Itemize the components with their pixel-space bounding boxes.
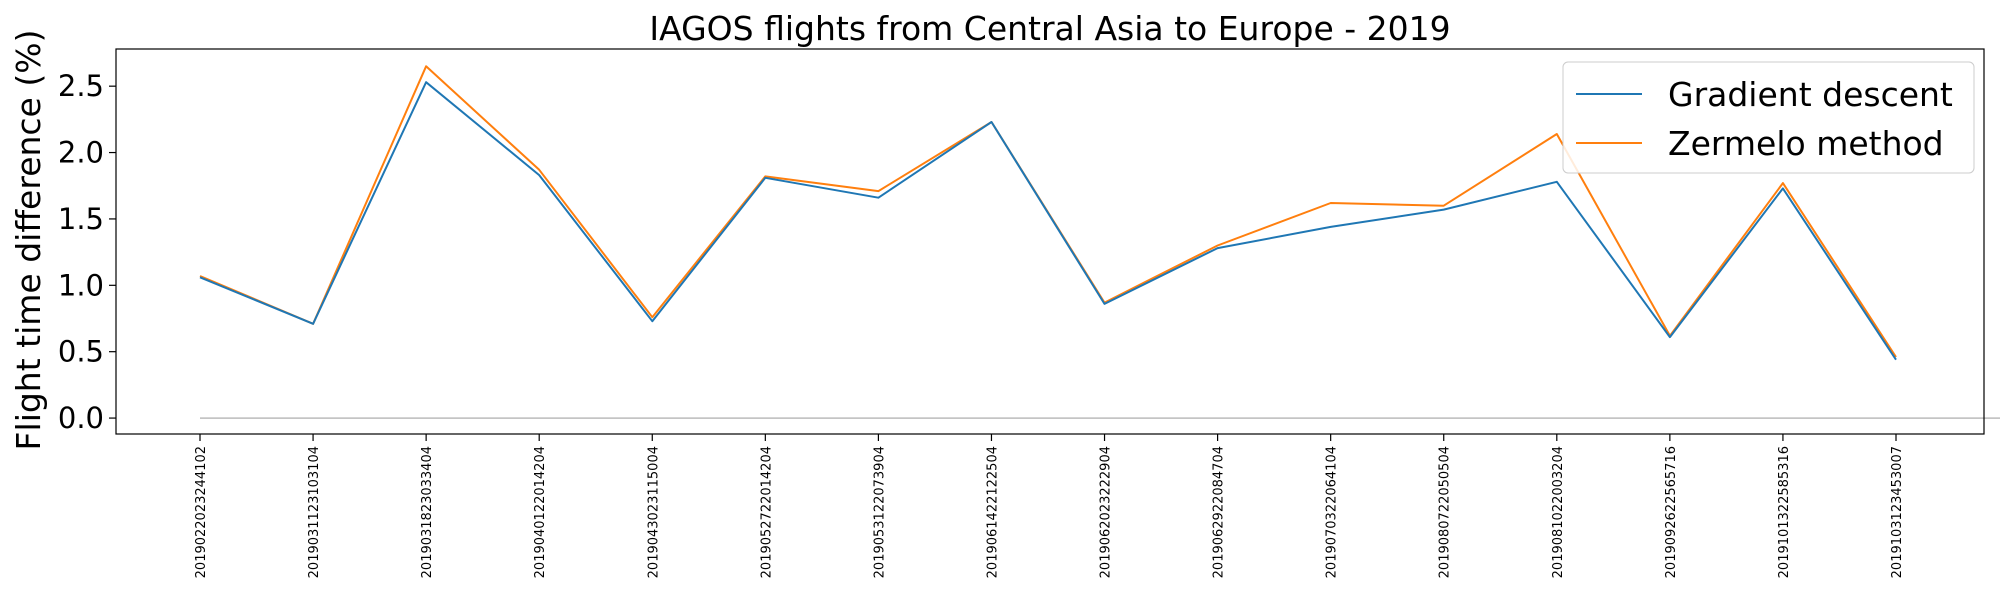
x-tick-label: 2019022023244102 bbox=[194, 446, 209, 578]
series-lines bbox=[199, 65, 1897, 361]
x-tick-label: 2019070322064104 bbox=[1325, 446, 1340, 578]
y-axis-label: Flight time difference (%) bbox=[9, 30, 48, 451]
chart-title: IAGOS flights from Central Asia to Europ… bbox=[649, 9, 1450, 48]
plot-area-frame bbox=[115, 48, 1985, 435]
y-tick-label: 1.5 bbox=[58, 202, 104, 236]
x-tick-label: 2019092622565716 bbox=[1664, 446, 1679, 578]
x-tick-label: 2019103123453007 bbox=[1890, 446, 1905, 578]
x-tick-label: 2019061422122504 bbox=[985, 446, 1000, 578]
legend-box bbox=[1562, 61, 1975, 174]
x-tick-label: 2019053122073904 bbox=[872, 446, 887, 578]
x-tick-label: 2019031823033404 bbox=[420, 446, 435, 578]
series-line-gradient-descent bbox=[199, 81, 1897, 361]
y-axis-ticks: 0.0 0.5 1.0 1.5 2.0 2.5 bbox=[58, 69, 116, 435]
y-tick-label: 2.5 bbox=[58, 69, 104, 103]
x-tick-label: 2019062922084704 bbox=[1212, 446, 1227, 578]
x-tick-label: 2019043023115004 bbox=[646, 446, 661, 578]
x-tick-label: 2019052722014204 bbox=[759, 446, 774, 578]
y-tick-label: 0.0 bbox=[58, 401, 104, 435]
x-axis-ticks: 2019022023244102 2019031123103104 20190318… bbox=[194, 434, 1905, 578]
x-tick-label: 2019062023222904 bbox=[1099, 446, 1114, 578]
legend-label: Zermelo method bbox=[1668, 124, 1944, 163]
y-tick-label: 2.0 bbox=[58, 136, 104, 170]
legend: Gradient descent Zermelo method bbox=[1562, 61, 1975, 174]
y-tick-label: 1.0 bbox=[58, 268, 104, 302]
x-tick-label: 2019101322585316 bbox=[1777, 446, 1792, 578]
x-tick-label: 2019040122014204 bbox=[533, 446, 548, 578]
x-tick-label: 2019080722050504 bbox=[1438, 446, 1453, 578]
x-tick-label: 2019031123103104 bbox=[307, 446, 322, 578]
y-tick-label: 0.5 bbox=[58, 335, 104, 369]
legend-label: Gradient descent bbox=[1668, 75, 1953, 114]
x-tick-label: 2019081022003204 bbox=[1551, 446, 1566, 578]
